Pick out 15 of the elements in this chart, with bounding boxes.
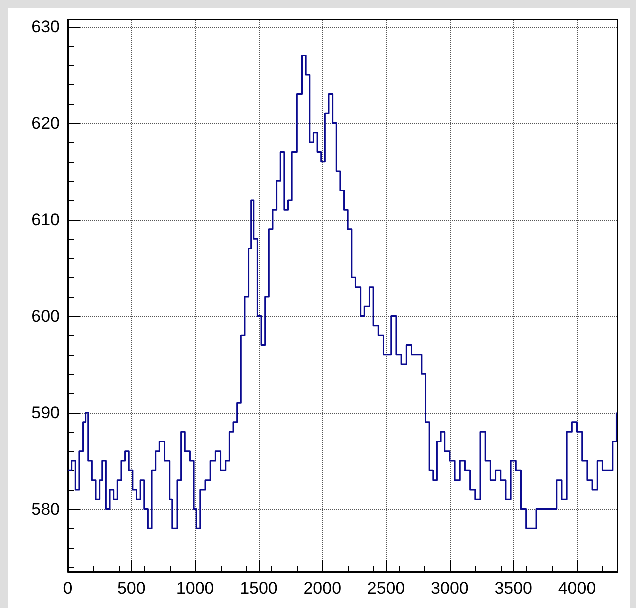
- x-tick-label: 1500: [240, 579, 278, 598]
- x-tick-label: 3000: [431, 579, 469, 598]
- y-tick-label: 610: [32, 210, 60, 230]
- x-tick-label: 4000: [558, 579, 596, 598]
- y-tick-label: 600: [32, 306, 60, 326]
- y-tick-label: 590: [32, 403, 60, 422]
- y-tick-label: 620: [32, 114, 60, 133]
- x-tick-label: 3500: [494, 579, 533, 598]
- x-tick-label: 2000: [304, 579, 342, 598]
- x-tick-label: 2500: [367, 579, 406, 598]
- x-tick-label: 0: [63, 579, 73, 598]
- x-tick-label: 1000: [176, 579, 214, 598]
- y-tick-label: 580: [32, 500, 60, 519]
- x-tick-label: 500: [117, 579, 146, 598]
- y-tick-label: 630: [32, 17, 60, 36]
